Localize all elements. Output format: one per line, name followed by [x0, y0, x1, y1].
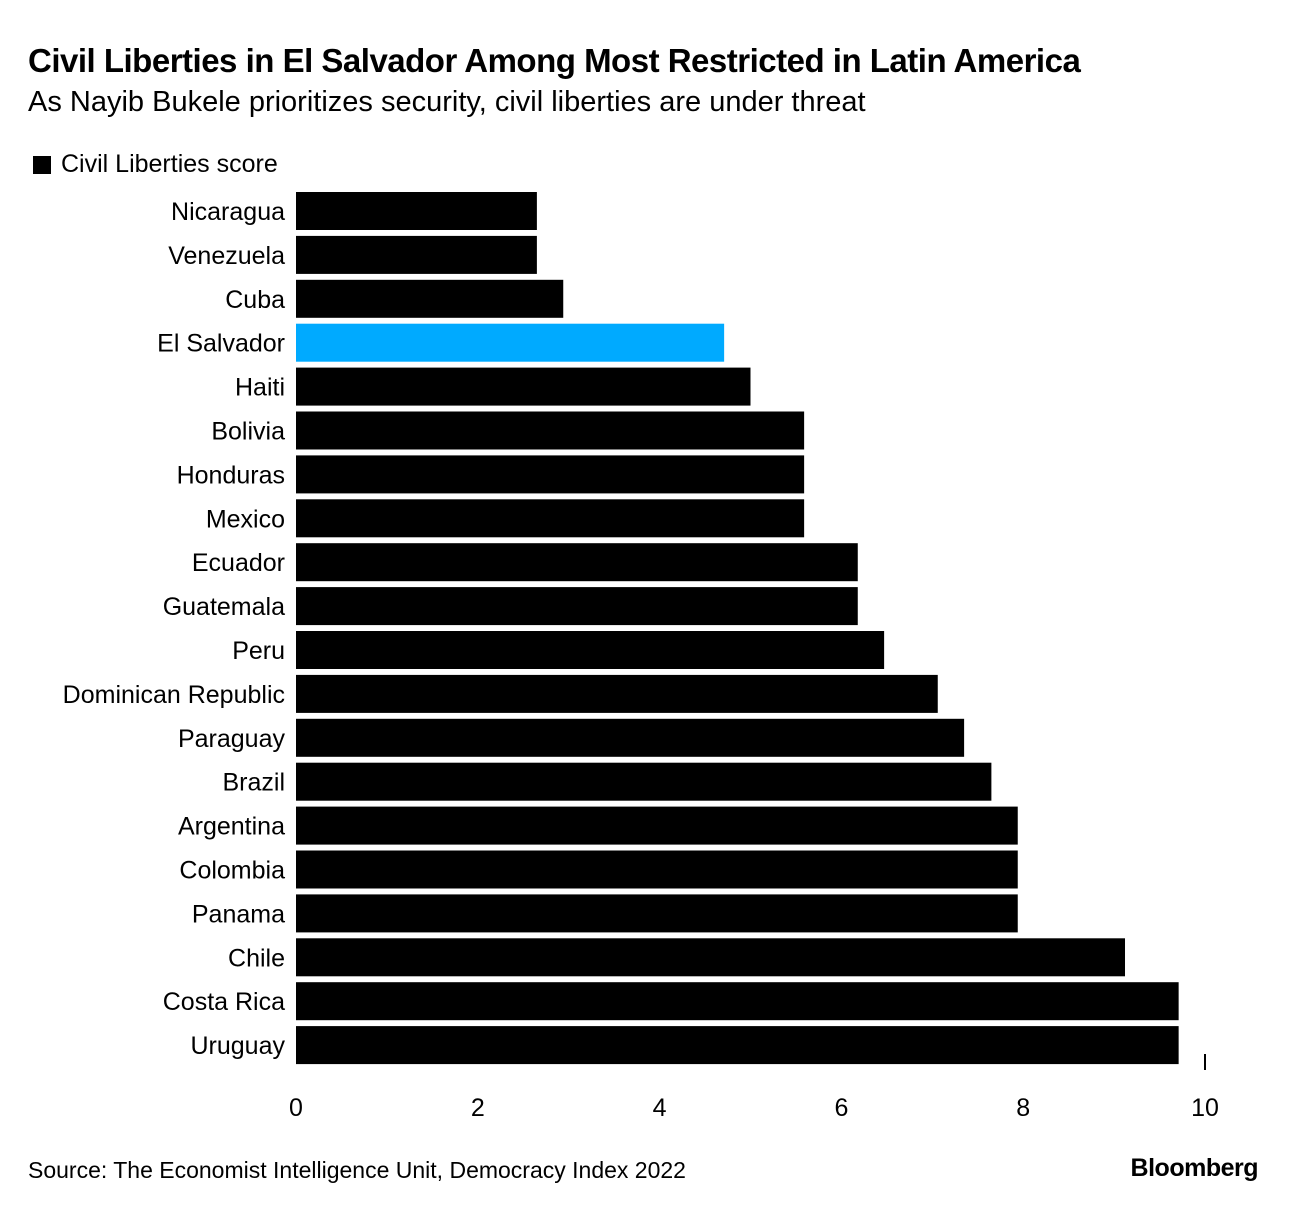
- category-label: Argentina: [178, 813, 285, 841]
- x-tick-label: 2: [471, 1094, 485, 1122]
- source-note: Source: The Economist Intelligence Unit,…: [28, 1157, 686, 1183]
- bar: [296, 762, 992, 801]
- category-label: Cuba: [225, 286, 285, 314]
- bar: [296, 279, 564, 318]
- bar: [296, 850, 1018, 889]
- category-label: Costa Rica: [163, 988, 285, 1016]
- bar: [296, 674, 938, 713]
- x-tick-label: 0: [289, 1094, 303, 1122]
- bar: [296, 1026, 1179, 1065]
- category-label: Colombia: [179, 857, 285, 885]
- bar: [296, 894, 1018, 933]
- category-label: Brazil: [222, 769, 285, 797]
- category-label: Ecuador: [192, 549, 285, 577]
- bar: [296, 367, 751, 406]
- category-label: Chile: [228, 944, 285, 972]
- category-label: Haiti: [235, 374, 285, 402]
- bar: [296, 631, 885, 669]
- category-label: Uruguay: [191, 1032, 286, 1060]
- legend: Civil Liberties score: [33, 150, 278, 179]
- x-tick-label: 8: [1016, 1094, 1030, 1122]
- bar: [296, 455, 805, 494]
- bloomberg-logo: Bloomberg: [1130, 1154, 1259, 1182]
- bar: [296, 718, 965, 757]
- bar: [296, 982, 1179, 1021]
- category-label: Paraguay: [178, 725, 286, 753]
- bar: [296, 323, 725, 362]
- category-label: Bolivia: [211, 418, 285, 446]
- legend-label: Civil Liberties score: [61, 150, 278, 178]
- category-label: Guatemala: [163, 593, 285, 621]
- category-label: El Salvador: [157, 330, 285, 358]
- category-label: Mexico: [206, 505, 285, 533]
- x-tick-label: 10: [1191, 1094, 1219, 1122]
- bar: [296, 587, 858, 626]
- category-label: Nicaragua: [171, 198, 285, 226]
- category-label: Panama: [192, 900, 285, 928]
- chart-title: Civil Liberties in El Salvador Among Mos…: [28, 42, 1081, 79]
- x-tick-label: 4: [653, 1094, 667, 1122]
- bar: [296, 499, 805, 538]
- chart-subtitle: As Nayib Bukele prioritizes security, ci…: [28, 86, 866, 118]
- bar: [296, 938, 1126, 977]
- bar: [296, 411, 805, 450]
- legend-swatch: [33, 155, 51, 174]
- category-label: Peru: [232, 637, 285, 665]
- bar: [296, 235, 537, 274]
- category-label: Honduras: [177, 461, 285, 489]
- category-label: Dominican Republic: [63, 681, 285, 709]
- bar: [296, 543, 858, 582]
- bar: [296, 192, 537, 230]
- bar: [296, 806, 1018, 845]
- category-label: Venezuela: [168, 242, 285, 270]
- x-tick-label: 6: [834, 1094, 848, 1122]
